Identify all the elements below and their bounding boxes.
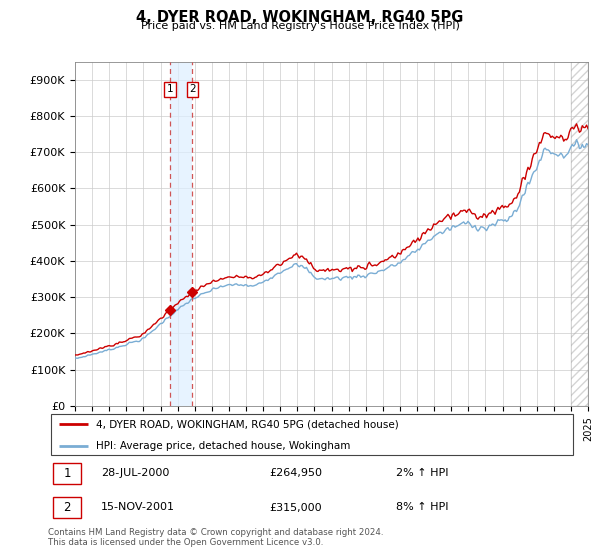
Text: Contains HM Land Registry data © Crown copyright and database right 2024.
This d: Contains HM Land Registry data © Crown c…	[48, 528, 383, 547]
FancyBboxPatch shape	[53, 463, 81, 484]
Text: 2: 2	[63, 501, 71, 514]
Text: 1: 1	[63, 467, 71, 480]
Text: 28-JUL-2000: 28-JUL-2000	[101, 468, 169, 478]
Text: HPI: Average price, detached house, Wokingham: HPI: Average price, detached house, Woki…	[95, 441, 350, 451]
Text: 4, DYER ROAD, WOKINGHAM, RG40 5PG: 4, DYER ROAD, WOKINGHAM, RG40 5PG	[136, 10, 464, 25]
Text: 8% ↑ HPI: 8% ↑ HPI	[397, 502, 449, 512]
Text: £264,950: £264,950	[270, 468, 323, 478]
Text: 15-NOV-2001: 15-NOV-2001	[101, 502, 175, 512]
Text: Price paid vs. HM Land Registry's House Price Index (HPI): Price paid vs. HM Land Registry's House …	[140, 21, 460, 31]
Text: 1: 1	[167, 84, 173, 94]
Text: 2: 2	[189, 84, 196, 94]
Text: £315,000: £315,000	[270, 502, 322, 512]
Text: 4, DYER ROAD, WOKINGHAM, RG40 5PG (detached house): 4, DYER ROAD, WOKINGHAM, RG40 5PG (detac…	[95, 419, 398, 429]
Bar	[170, 62, 193, 406]
Bar	[571, 62, 588, 406]
FancyBboxPatch shape	[53, 497, 81, 518]
FancyBboxPatch shape	[50, 414, 574, 455]
Text: 2% ↑ HPI: 2% ↑ HPI	[397, 468, 449, 478]
